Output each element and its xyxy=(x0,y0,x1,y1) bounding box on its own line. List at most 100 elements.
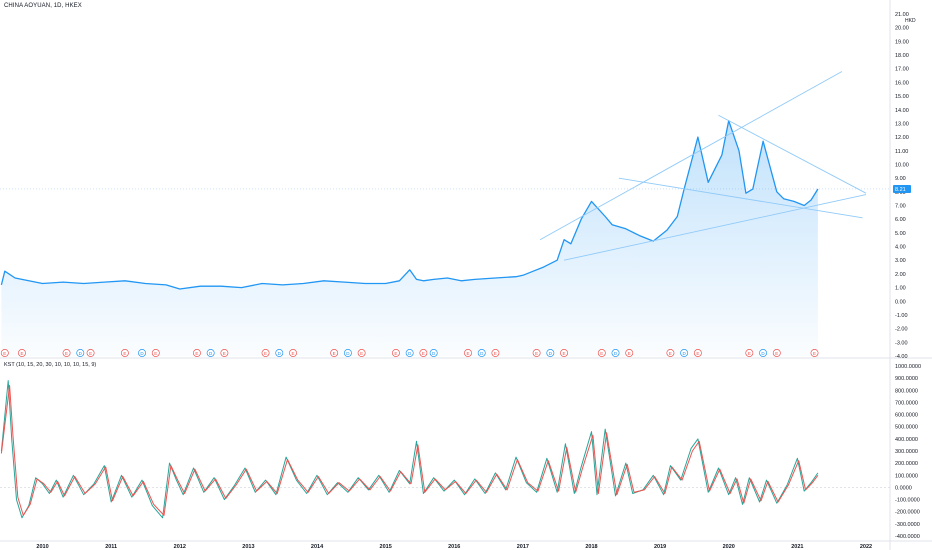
event-marker xyxy=(76,349,85,357)
kst-tick-label: 700.0000 xyxy=(895,400,918,406)
trendline xyxy=(618,177,863,219)
event-marker-label: E xyxy=(3,351,6,356)
chart-title: CHINA AOYUAN, 1D, HKEX xyxy=(4,3,82,9)
price-tick-label: 0.00 xyxy=(895,299,906,305)
event-marker xyxy=(357,349,366,357)
event-marker-label: E xyxy=(494,351,497,356)
event-marker-label: E xyxy=(600,351,603,356)
event-marker-label: E xyxy=(223,351,226,356)
event-marker xyxy=(192,349,201,357)
event-marker-label: E xyxy=(195,351,198,356)
event-marker xyxy=(745,349,754,357)
event-marker-label: D xyxy=(79,351,83,356)
event-marker-label: E xyxy=(466,351,469,356)
price-tick-label: 12.00 xyxy=(895,135,909,141)
event-marker-label: E xyxy=(669,351,672,356)
event-marker xyxy=(151,349,160,357)
price-tick-label: 2.00 xyxy=(895,272,906,278)
event-marker-label: E xyxy=(20,351,23,356)
event-marker xyxy=(477,349,486,357)
price-tick-label: 7.00 xyxy=(895,204,906,210)
price-line xyxy=(0,120,819,290)
price-tick-label: -2.00 xyxy=(895,327,908,333)
event-marker-label: E xyxy=(291,351,294,356)
axes: 21.00 20.00 19.00 18.00 17.00 16.00 15.00 14.00… xyxy=(36,12,921,550)
price-tick-label: 6.00 xyxy=(895,217,906,223)
current-price-badge xyxy=(893,184,911,193)
time-tick-label: 2013 xyxy=(242,544,254,550)
event-marker xyxy=(138,349,146,357)
kst-pane[interactable] xyxy=(0,380,819,519)
time-tick-label: 2018 xyxy=(585,544,597,550)
event-marker xyxy=(86,349,95,357)
event-marker xyxy=(343,349,352,357)
kst-tick-label: 400.0000 xyxy=(895,437,918,443)
event-marker-label: D xyxy=(614,351,618,356)
event-marker-label: E xyxy=(813,351,816,356)
event-marker xyxy=(0,349,9,357)
event-marker xyxy=(419,349,428,357)
kst-tick-label: 800.0000 xyxy=(895,388,918,394)
time-tick-label: 2020 xyxy=(723,544,735,550)
event-marker-label: E xyxy=(264,351,267,356)
event-marker xyxy=(666,349,675,357)
price-area-fill xyxy=(1,120,818,356)
event-marker-label: D xyxy=(480,351,484,356)
event-marker xyxy=(62,349,71,357)
event-marker-label: E xyxy=(333,351,336,356)
event-marker xyxy=(120,349,129,357)
kst-tick-label: -300.0000 xyxy=(895,522,920,528)
event-marker-label: E xyxy=(65,351,68,356)
event-marker-label: E xyxy=(563,351,566,356)
event-marker xyxy=(464,349,472,357)
time-tick-label: 2017 xyxy=(517,544,529,550)
event-marker xyxy=(611,349,620,357)
kst-tick-label: -200.0000 xyxy=(895,510,920,516)
price-tick-label: -4.00 xyxy=(895,354,908,360)
trendline xyxy=(563,194,867,261)
trendline xyxy=(718,114,867,194)
kst-tick-label: 1000.0000 xyxy=(895,364,921,370)
kst-tick-label: -400.0000 xyxy=(895,534,920,540)
event-marker-label: E xyxy=(360,351,363,356)
event-marker-label: D xyxy=(209,351,213,356)
price-tick-label: 16.00 xyxy=(895,80,909,86)
time-tick-label: 2019 xyxy=(654,544,666,550)
current-price-label: 8.21 xyxy=(895,187,906,193)
event-marker xyxy=(625,349,634,357)
kst-signal-line xyxy=(0,384,819,516)
price-tick-label: 9.00 xyxy=(895,176,906,182)
time-tick-label: 2014 xyxy=(311,544,324,550)
time-tick-label: 2012 xyxy=(174,544,186,550)
price-tick-label: 20.00 xyxy=(895,26,909,32)
event-marker-label: E xyxy=(89,351,92,356)
price-tick-label: 17.00 xyxy=(895,67,909,73)
kst-tick-label: 0.0000 xyxy=(895,485,912,491)
price-tick-label: 13.00 xyxy=(895,121,909,127)
event-marker xyxy=(772,349,781,357)
event-marker xyxy=(810,349,819,357)
event-marker-label: D xyxy=(432,351,436,356)
price-tick-label: 3.00 xyxy=(895,258,906,264)
event-marker xyxy=(405,349,414,357)
event-marker xyxy=(206,349,215,357)
time-tick-label: 2022 xyxy=(860,544,872,550)
kst-line xyxy=(0,380,819,519)
price-tick-label: 15.00 xyxy=(895,94,909,100)
event-marker xyxy=(429,349,438,357)
event-marker-label: D xyxy=(683,351,687,356)
event-marker xyxy=(275,349,284,357)
kst-tick-label: -100.0000 xyxy=(895,498,920,504)
kst-tick-label: 600.0000 xyxy=(895,413,918,419)
kst-tick-label: 100.0000 xyxy=(895,473,918,479)
event-marker-label: D xyxy=(140,351,144,356)
event-marker-label: D xyxy=(549,351,553,356)
price-pane[interactable] xyxy=(0,71,867,356)
event-marker-label: D xyxy=(408,351,412,356)
price-tick-label: -1.00 xyxy=(895,313,908,319)
kst-tick-label: 900.0000 xyxy=(895,376,918,382)
event-marker xyxy=(560,349,569,357)
price-tick-label: 18.00 xyxy=(895,53,909,59)
price-tick-label: 4.00 xyxy=(895,245,906,251)
